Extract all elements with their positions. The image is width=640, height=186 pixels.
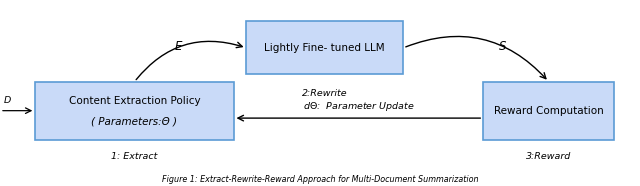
FancyBboxPatch shape xyxy=(246,21,403,74)
Text: Figure 1: Extract-Rewrite-Reward Approach for Multi-Document Summarization: Figure 1: Extract-Rewrite-Reward Approac… xyxy=(162,175,478,184)
Text: $d\Theta$:  Parameter Update: $d\Theta$: Parameter Update xyxy=(303,100,414,113)
Text: $\mathit{E}$: $\mathit{E}$ xyxy=(175,40,184,53)
FancyBboxPatch shape xyxy=(35,82,234,140)
Text: Reward Computation: Reward Computation xyxy=(494,106,604,116)
Text: $D$: $D$ xyxy=(3,94,12,105)
Text: 3:Reward: 3:Reward xyxy=(526,152,572,161)
FancyBboxPatch shape xyxy=(483,82,614,140)
Text: 1: Extract: 1: Extract xyxy=(111,152,157,161)
Text: Lightly Fine- tuned LLM: Lightly Fine- tuned LLM xyxy=(264,43,385,53)
Text: $\mathit{S}$: $\mathit{S}$ xyxy=(498,40,507,53)
Text: Content Extraction Policy: Content Extraction Policy xyxy=(68,96,200,106)
Text: 2:Rewrite: 2:Rewrite xyxy=(302,89,348,97)
Text: ( Parameters:Θ ): ( Parameters:Θ ) xyxy=(92,117,177,127)
